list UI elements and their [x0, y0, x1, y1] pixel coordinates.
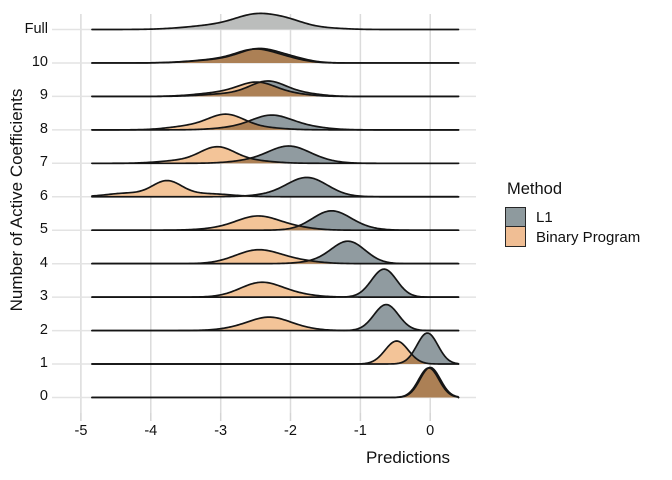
density-overlap-fill — [92, 49, 459, 63]
density-fill-l1 — [92, 367, 459, 398]
x-axis-label--4: -4 — [144, 423, 158, 439]
y-axis-label-9: 9 — [39, 87, 48, 104]
density-outline-binary-program — [91, 145, 460, 165]
legend-items: L1 Binary Program — [505, 206, 641, 247]
density-row-3 — [91, 268, 460, 298]
x-axis-title: Predictions — [365, 448, 451, 467]
density-fill-binary-program — [92, 215, 459, 231]
y-axis-label-1: 1 — [39, 355, 48, 371]
density-outline-binary-program — [91, 215, 460, 232]
density-fill-l1 — [92, 146, 459, 164]
density-row-Full — [91, 12, 460, 31]
x-axis-label--5: -5 — [74, 423, 88, 439]
density-row-2 — [91, 303, 460, 332]
density-row-10 — [91, 47, 460, 64]
y-axis-label-3: 3 — [39, 288, 48, 305]
density-outline-binary-program — [91, 281, 460, 298]
density-outline-binary-program — [91, 248, 460, 265]
legend-label: Binary Program — [536, 228, 641, 246]
density-row-1 — [91, 332, 460, 365]
density-fill-binary-program — [92, 368, 459, 398]
density-outline-binary-program — [91, 81, 460, 98]
legend-item-l1: L1 — [505, 206, 640, 228]
density-overlap-fill — [92, 354, 459, 364]
y-axis-label-10: 10 — [31, 53, 48, 70]
x-gridlines — [80, 14, 431, 421]
density-fill-binary-program — [92, 282, 459, 298]
density-fill-l1 — [92, 177, 459, 197]
density-outline-binary-program — [91, 113, 460, 131]
density-fill-binary-program — [92, 341, 459, 364]
density-fill-full — [92, 13, 459, 30]
y-axis-label-7: 7 — [39, 154, 48, 171]
y-axis-label-2: 2 — [39, 321, 48, 338]
density-row-7 — [91, 145, 460, 165]
density-outline-binary-program — [91, 48, 460, 64]
x-axis-label--1: -1 — [353, 423, 367, 439]
legend-swatch — [505, 206, 526, 228]
y-axis-label-4: 4 — [39, 254, 48, 271]
density-row-0 — [91, 366, 460, 399]
legend-label: L1 — [536, 208, 553, 226]
x-axis-label--2: -2 — [284, 423, 297, 439]
x-axis-label-0: 0 — [426, 423, 435, 439]
density-row-8 — [91, 113, 460, 131]
density-row-4 — [91, 240, 460, 265]
y-axis-label-6: 6 — [39, 187, 48, 204]
density-row-5 — [91, 209, 460, 232]
y-axis-label-0: 0 — [39, 388, 48, 405]
density-outline-binary-program — [91, 367, 460, 399]
density-outline-full — [91, 12, 460, 31]
density-outline-binary-program — [91, 179, 460, 198]
y-axis-label-5: 5 — [39, 221, 48, 238]
density-overlap-fill — [92, 82, 459, 97]
x-axis-label--3: -3 — [214, 423, 228, 439]
density-outline-l1 — [91, 366, 460, 399]
density-overlap-fill — [92, 368, 459, 398]
legend-swatch — [505, 225, 526, 247]
y-axis-label-8: 8 — [39, 120, 48, 137]
density-fill-l1 — [92, 241, 459, 264]
density-fill-l1 — [92, 269, 459, 298]
density-row-6 — [91, 176, 460, 198]
legend-title: Method — [507, 180, 563, 198]
density-fill-binary-program — [92, 317, 459, 331]
density-outline-binary-program — [91, 316, 460, 332]
density-outline-binary-program — [91, 340, 460, 365]
density-row-9 — [91, 80, 460, 98]
legend-item-binary-program: Binary Program — [505, 225, 641, 247]
legend: Method L1 Binary Program — [505, 180, 640, 247]
y-axis-label-full: Full — [24, 20, 48, 37]
density-fill-binary-program — [92, 249, 459, 264]
density-fill-l1 — [92, 333, 459, 364]
density-fill-binary-program — [92, 180, 459, 197]
density-fill-l1 — [92, 115, 459, 130]
